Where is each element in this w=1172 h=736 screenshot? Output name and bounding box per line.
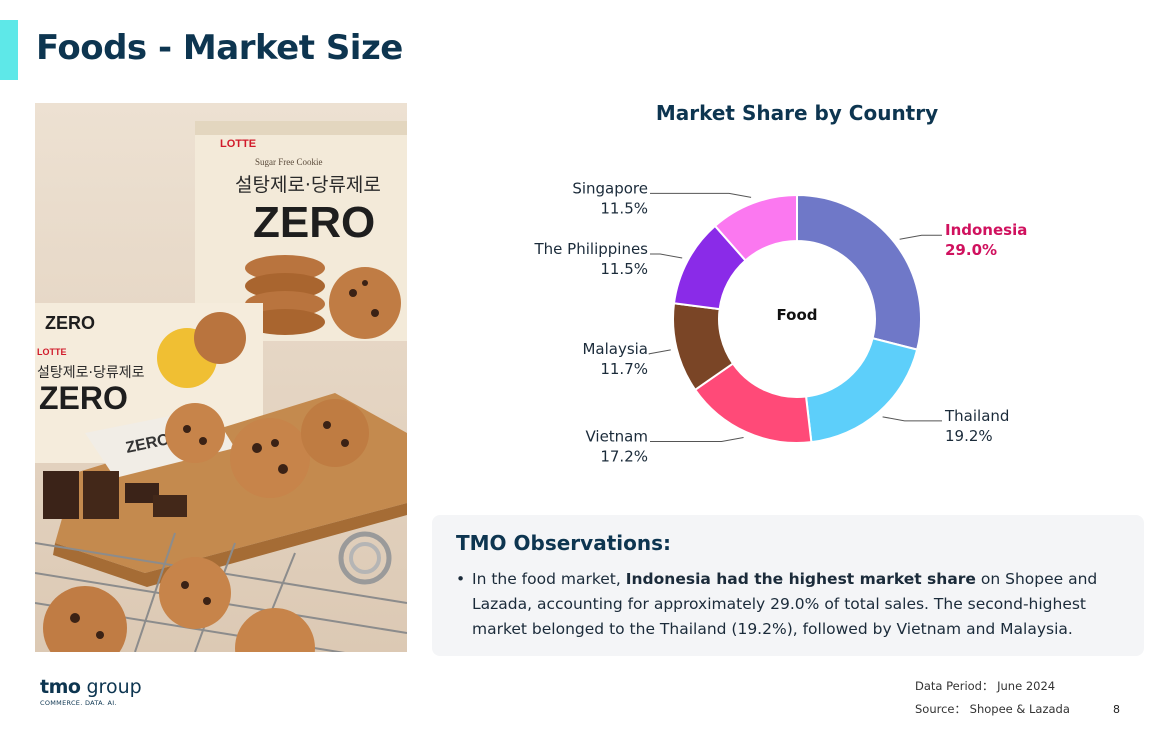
observations-panel: TMO Observations: In the food market, In…: [432, 515, 1144, 656]
photo-korean-front: 설탕제로·당류제로: [37, 365, 145, 381]
photo-product-front: ZERO: [39, 380, 128, 416]
observation-item: In the food market, Indonesia had the hi…: [456, 567, 1132, 642]
data-period: Data Period： June 2024: [915, 679, 1056, 693]
company-logo: tmo group COMMERCE. DATA. AI.: [40, 676, 142, 707]
label-vietnam: Vietnam: [585, 428, 648, 446]
leader-singapore: [650, 192, 752, 198]
page-title: Foods - Market Size: [36, 28, 403, 68]
leader-indonesia: [899, 234, 942, 240]
logo-tagline: COMMERCE. DATA. AI.: [40, 699, 117, 707]
slice-thailand: [804, 337, 919, 444]
photo-brand-front: LOTTE: [37, 347, 67, 357]
data-source: Source： Shopee & Lazada: [915, 702, 1070, 716]
photo-brand-back: LOTTE: [220, 138, 256, 150]
leader-thailand: [882, 416, 942, 422]
observation-text-bold: Indonesia had the highest market share: [625, 570, 976, 588]
donut-center-label: Food: [777, 306, 818, 324]
value-singapore: 11.5%: [600, 199, 648, 217]
value-malaysia: 11.7%: [600, 360, 648, 378]
observations-list: In the food market, Indonesia had the hi…: [456, 567, 1132, 642]
leader-vietnam: [650, 437, 744, 443]
page-number: 8: [1113, 703, 1120, 716]
value-the-philippines: 11.5%: [600, 260, 648, 278]
photo-product-front-small: ZERO: [45, 313, 95, 333]
leader-lines: [648, 192, 942, 443]
chart-title: Market Share by Country: [655, 101, 939, 125]
observations-title: TMO Observations:: [456, 531, 671, 555]
value-vietnam: 17.2%: [600, 448, 648, 466]
slice-indonesia: [796, 193, 922, 351]
product-photo: LOTTE Sugar Free Cookie 설탕제로·당류제로 ZERO Z…: [35, 103, 407, 652]
label-the-philippines: The Philippines: [534, 240, 649, 258]
slice-singapore: [713, 193, 798, 262]
donut-slices: [672, 193, 922, 444]
photo-product-back: ZERO: [253, 198, 375, 247]
donut-chart: Indonesia 29.0% Thailand 19.2% Vietnam 17.2% M…: [534, 179, 1028, 465]
label-thailand: Thailand: [944, 407, 1009, 425]
title-accent-bar: [0, 20, 18, 80]
leader-malaysia: [648, 349, 671, 355]
value-thailand: 19.2%: [945, 427, 993, 445]
label-indonesia: Indonesia: [945, 221, 1027, 239]
leader-the-philippines: [650, 253, 683, 259]
photo-korean-back: 설탕제로·당류제로: [235, 174, 381, 196]
value-indonesia: 29.0%: [945, 241, 997, 259]
logo-group-text: group: [86, 676, 142, 698]
label-malaysia: Malaysia: [582, 340, 648, 358]
photo-subtitle-back: Sugar Free Cookie: [255, 157, 323, 167]
label-singapore: Singapore: [572, 179, 648, 197]
observation-text-end: on Shopee and Lazada, accounting for app…: [472, 570, 1098, 638]
observation-text-start: In the food market,: [472, 570, 626, 588]
logo-tmo-text: tmo: [40, 676, 81, 698]
slice-labels: Indonesia 29.0% Thailand 19.2% Vietnam 17.2% M…: [534, 179, 1028, 465]
